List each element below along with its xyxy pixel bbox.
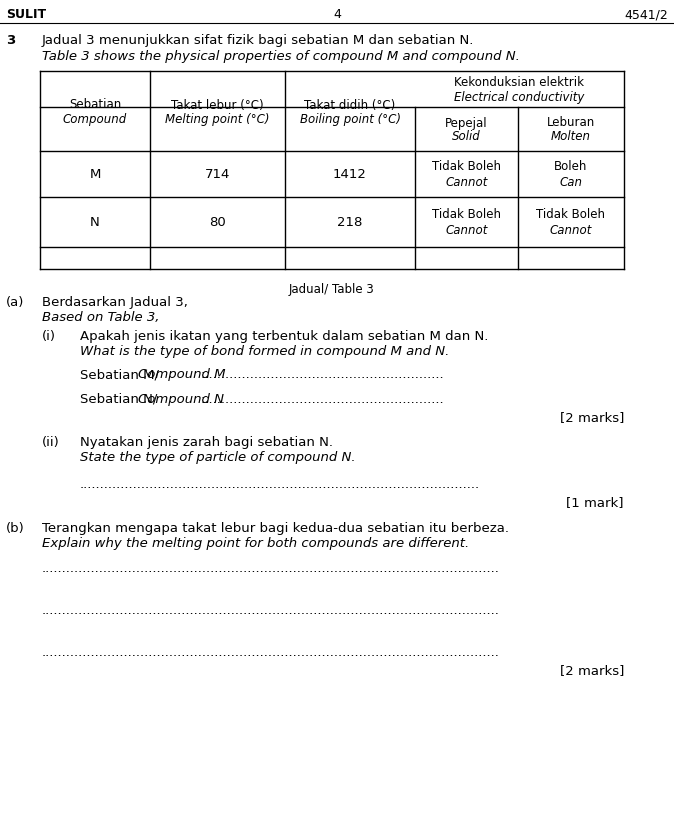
Text: Can: Can [559,176,582,190]
Text: Tidak Boleh: Tidak Boleh [537,209,605,221]
Text: :..........................................................: :.......................................… [200,368,443,381]
Text: 80: 80 [209,216,226,229]
Text: Tidak Boleh: Tidak Boleh [432,209,501,221]
Text: Jadual/ Table 3: Jadual/ Table 3 [289,282,375,296]
Text: :..........................................................: :.......................................… [200,392,443,406]
Text: SULIT: SULIT [6,8,46,21]
Text: Cannot: Cannot [550,224,592,237]
Text: ................................................................................: ........................................… [42,561,500,575]
Text: Based on Table 3,: Based on Table 3, [42,310,160,324]
Text: Compound M: Compound M [138,368,226,381]
Text: Cannot: Cannot [446,224,488,237]
Text: N: N [90,216,100,229]
Text: Takat lebur (°C): Takat lebur (°C) [171,99,264,111]
Text: Jadual 3 menunjukkan sifat fizik bagi sebatian M dan sebatian N.: Jadual 3 menunjukkan sifat fizik bagi se… [42,34,474,47]
Text: 1412: 1412 [333,168,367,181]
Text: (b): (b) [6,522,25,534]
Text: Kekonduksian elektrik: Kekonduksian elektrik [454,76,584,89]
Text: Boiling point (°C): Boiling point (°C) [299,113,400,125]
Text: Berdasarkan Jadual 3,: Berdasarkan Jadual 3, [42,296,188,309]
Text: 218: 218 [337,216,363,229]
Text: Table 3 shows the physical properties of compound M and compound N.: Table 3 shows the physical properties of… [42,50,520,63]
Text: Sebatian N/: Sebatian N/ [80,392,162,406]
Text: Tidak Boleh: Tidak Boleh [432,161,501,173]
Text: Molten: Molten [551,130,591,143]
Text: Compound: Compound [63,113,127,125]
Text: ................................................................................: ........................................… [80,478,480,490]
Text: Melting point (°C): Melting point (°C) [165,113,270,125]
Text: Compound N: Compound N [138,392,224,406]
Text: 714: 714 [205,168,231,181]
Text: Pepejal: Pepejal [446,117,488,129]
Text: Apakah jenis ikatan yang terbentuk dalam sebatian M dan N.: Apakah jenis ikatan yang terbentuk dalam… [80,330,489,343]
Text: Cannot: Cannot [446,176,488,190]
Text: (ii): (ii) [42,436,60,449]
Text: Takat didih (°C): Takat didih (°C) [305,99,396,111]
Text: Leburan: Leburan [547,117,595,129]
Text: M: M [90,168,100,181]
Text: (a): (a) [6,296,24,309]
Text: [1 mark]: [1 mark] [567,495,624,508]
Text: Nyatakan jenis zarah bagi sebatian N.: Nyatakan jenis zarah bagi sebatian N. [80,436,333,449]
Text: [2 marks]: [2 marks] [559,411,624,423]
Text: 4: 4 [333,8,341,21]
Text: Sebatian: Sebatian [69,99,121,111]
Text: [2 marks]: [2 marks] [559,663,624,676]
Text: Sebatian M/: Sebatian M/ [80,368,163,381]
Text: ................................................................................: ........................................… [42,645,500,658]
Text: State the type of particle of compound N.: State the type of particle of compound N… [80,450,356,464]
Text: ................................................................................: ........................................… [42,604,500,616]
Text: Electrical conductivity: Electrical conductivity [454,90,584,104]
Text: Explain why the melting point for both compounds are different.: Explain why the melting point for both c… [42,537,469,549]
Text: What is the type of bond formed in compound M and N.: What is the type of bond formed in compo… [80,344,450,358]
Text: Solid: Solid [452,130,481,143]
Bar [40,72,624,270]
Text: Terangkan mengapa takat lebur bagi kedua-dua sebatian itu berbeza.: Terangkan mengapa takat lebur bagi kedua… [42,522,509,534]
Text: 4541/2: 4541/2 [624,8,668,21]
Text: (i): (i) [42,330,56,343]
Text: Boleh: Boleh [554,161,588,173]
Text: 3: 3 [6,34,16,47]
